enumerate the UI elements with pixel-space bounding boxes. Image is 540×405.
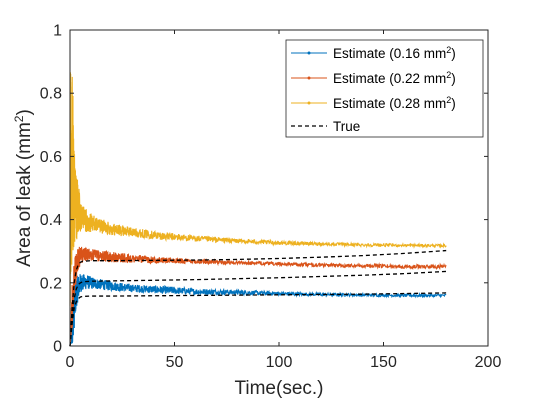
legend-item-1: Estimate (0.22 mm2) [291, 70, 456, 86]
legend-marker-1 [307, 76, 311, 80]
legend-marker-2 [307, 101, 311, 105]
series-line-0 [69, 274, 447, 347]
plot-area [69, 72, 447, 347]
legend-marker-0 [307, 51, 311, 55]
y-axis-label: Area of leak (mm2) [12, 109, 35, 267]
x-tick-label-4: 200 [475, 354, 502, 371]
x-axis-label: Time(sec.) [234, 378, 323, 399]
legend-label-1: Estimate (0.22 mm2) [333, 70, 456, 86]
legend-label-2: Estimate (0.28 mm2) [333, 95, 456, 111]
y-tick-label-1: 0.2 [40, 275, 62, 292]
legend-box [285, 39, 484, 138]
y-tick-label-0: 0 [53, 339, 62, 356]
y-tick-label-3: 0.6 [40, 149, 62, 166]
legend-label-3: True [333, 119, 360, 134]
series-line-1 [69, 246, 447, 347]
legend-item-3: True [291, 119, 360, 134]
legend-item-2: Estimate (0.28 mm2) [291, 95, 456, 111]
true-curve-1 [69, 270, 447, 347]
axis-ticks: 0 50 100 150 200 0 0.2 0.4 0.6 0.8 1 [40, 23, 502, 372]
y-tick-label-5: 1 [53, 23, 62, 40]
series-line-2 [69, 72, 447, 307]
x-tick-label-3: 150 [370, 354, 397, 371]
x-tick-label-0: 0 [66, 354, 75, 371]
legend-label-0: Estimate (0.16 mm2) [333, 45, 456, 61]
legend: Estimate (0.16 mm2) Estimate (0.22 mm2) … [285, 39, 484, 138]
x-tick-label-2: 100 [266, 354, 293, 371]
true-curve-2 [69, 249, 447, 347]
y-tick-label-4: 0.8 [40, 86, 62, 103]
x-tick-label-1: 50 [166, 354, 184, 371]
legend-item-0: Estimate (0.16 mm2) [291, 45, 456, 61]
y-tick-label-2: 0.4 [40, 212, 62, 229]
true-curve-0 [69, 292, 447, 347]
